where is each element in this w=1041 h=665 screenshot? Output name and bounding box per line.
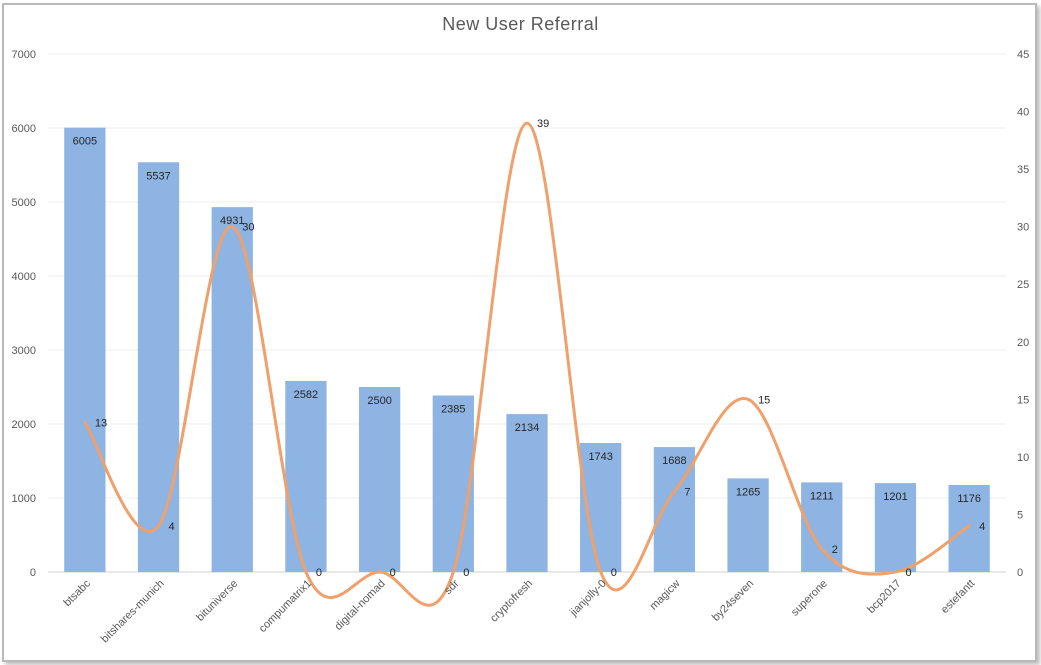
bar bbox=[211, 207, 253, 572]
line-value-label: 0 bbox=[463, 567, 469, 579]
y-right-tick-label: 0 bbox=[1017, 567, 1023, 579]
bar bbox=[506, 414, 548, 572]
y-right-tick-label: 25 bbox=[1017, 279, 1029, 291]
y-right-tick-label: 40 bbox=[1017, 107, 1029, 119]
line-value-label: 4 bbox=[979, 521, 985, 533]
bar-value-label: 2582 bbox=[294, 389, 318, 401]
y-right-tick-label: 45 bbox=[1017, 49, 1029, 61]
x-category-label: digital-nomad bbox=[333, 578, 388, 633]
y-right-tick-label: 20 bbox=[1017, 337, 1029, 349]
line-series bbox=[83, 121, 971, 607]
y-right-tick-label: 15 bbox=[1017, 394, 1029, 406]
line-value-label: 2 bbox=[832, 544, 838, 556]
line-value-label: 0 bbox=[611, 567, 617, 579]
y-right-tick-label: 5 bbox=[1017, 509, 1023, 521]
y-left-tick-label: 2000 bbox=[12, 419, 36, 431]
line-value-label: 39 bbox=[537, 118, 549, 130]
bar bbox=[358, 387, 401, 572]
bar bbox=[285, 380, 327, 572]
y-right-tick-label: 30 bbox=[1017, 222, 1029, 234]
line-value-label: 0 bbox=[316, 567, 322, 579]
line-value-label: 13 bbox=[95, 417, 107, 429]
y-left-tick-label: 5000 bbox=[12, 197, 36, 209]
bar-value-label: 5537 bbox=[146, 170, 170, 182]
bar-value-label: 1743 bbox=[588, 451, 612, 463]
x-category-label: by24seven bbox=[710, 578, 756, 624]
y-left-tick-label: 4000 bbox=[12, 271, 36, 283]
bar bbox=[137, 162, 180, 572]
y-right-tick-label: 35 bbox=[1017, 164, 1029, 176]
x-category-label: bitshares-munich bbox=[99, 578, 167, 646]
bar-value-label: 1201 bbox=[883, 491, 907, 503]
y-right-tick-label: 10 bbox=[1017, 452, 1029, 464]
line-value-label: 0 bbox=[390, 567, 396, 579]
chart-title: New User Referral bbox=[442, 14, 599, 34]
y-left-tick-label: 3000 bbox=[12, 345, 36, 357]
bar-value-label: 4931 bbox=[220, 215, 244, 227]
bar-value-label: 1265 bbox=[736, 486, 760, 498]
bar-value-label: 1688 bbox=[662, 455, 686, 467]
x-category-label: compumatrix1 bbox=[257, 578, 314, 635]
y-left-tick-label: 6000 bbox=[12, 123, 36, 135]
y-left-tick-label: 0 bbox=[30, 567, 36, 579]
bar bbox=[948, 484, 990, 572]
y-left-tick-label: 7000 bbox=[12, 49, 36, 61]
x-category-label: magicw bbox=[648, 578, 683, 613]
bar-value-label: 6005 bbox=[73, 136, 97, 148]
x-category-label: superone bbox=[789, 578, 830, 619]
bar bbox=[727, 478, 769, 572]
x-category-label: cryptofresh bbox=[488, 578, 535, 625]
line-value-label: 30 bbox=[242, 222, 254, 234]
line-value-label: 0 bbox=[905, 567, 911, 579]
bar-value-label: 1211 bbox=[810, 490, 834, 502]
x-category-label: btsabc bbox=[62, 577, 94, 609]
bar bbox=[874, 483, 917, 572]
bar-value-label: 2385 bbox=[441, 404, 465, 416]
bar-value-label: 1176 bbox=[957, 493, 981, 505]
bar-value-label: 2500 bbox=[367, 395, 391, 407]
x-category-label: bituniverse bbox=[194, 578, 240, 624]
line-value-label: 15 bbox=[758, 394, 770, 406]
line-value-label: 7 bbox=[684, 486, 690, 498]
bar bbox=[64, 127, 106, 572]
bar-value-label: 2134 bbox=[515, 422, 539, 434]
line-value-label: 4 bbox=[169, 521, 175, 533]
bar bbox=[653, 447, 696, 572]
x-category-label: jianjolly-0 bbox=[567, 578, 609, 620]
bar bbox=[432, 395, 474, 572]
x-category-label: estefantt bbox=[939, 578, 977, 616]
y-left-tick-label: 1000 bbox=[12, 493, 36, 505]
x-category-label: bcp2017 bbox=[865, 578, 903, 616]
